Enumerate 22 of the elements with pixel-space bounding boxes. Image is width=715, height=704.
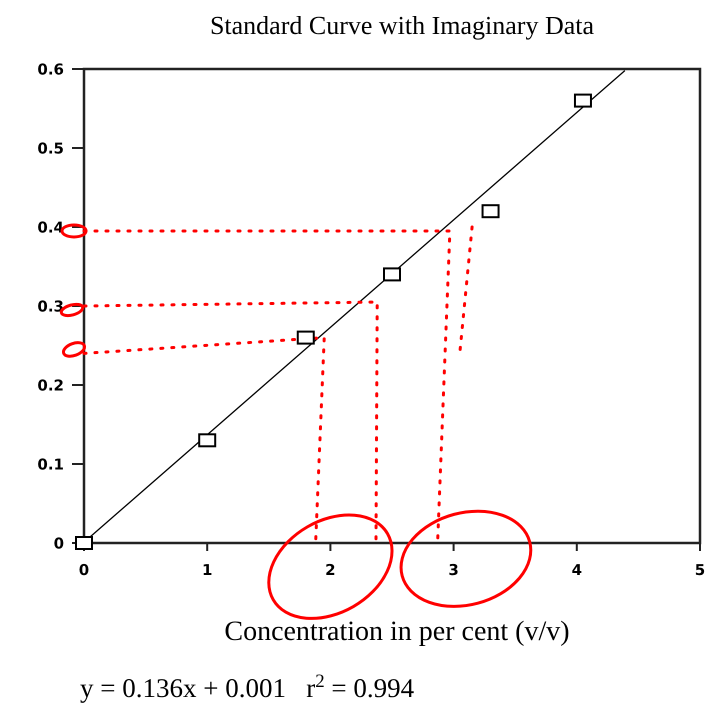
point: [198, 433, 216, 448]
x-tick-label: 4: [572, 561, 582, 579]
y-tick-label: 0.3: [37, 297, 64, 316]
y-tick-label: 0.2: [37, 376, 64, 394]
point: [482, 204, 500, 218]
x-tick-label: 0: [78, 561, 90, 579]
point: [383, 267, 401, 282]
x-tick-label: 2: [325, 561, 336, 579]
point: [75, 536, 93, 550]
x-tick-label: 5: [694, 561, 706, 579]
y-tick-label: 0.6: [37, 60, 64, 78]
x-tick-label: 1: [202, 561, 212, 579]
y-tick-label: 0.1: [37, 455, 64, 474]
y-tick-label: 0: [54, 534, 64, 552]
chart-title: Standard Curve with Imaginary Data: [210, 11, 595, 40]
point: [574, 94, 592, 108]
x-tick-label: 3: [448, 561, 459, 579]
x-axis-title: Concentration in per cent (v/v): [224, 616, 570, 647]
text: y = 0.136x + 0.001 r$^{2}$ = 0.994: [80, 670, 415, 703]
y-tick-label: 0.5: [37, 139, 64, 158]
y-tick-label: 0.4: [37, 218, 64, 236]
point: [296, 330, 315, 345]
